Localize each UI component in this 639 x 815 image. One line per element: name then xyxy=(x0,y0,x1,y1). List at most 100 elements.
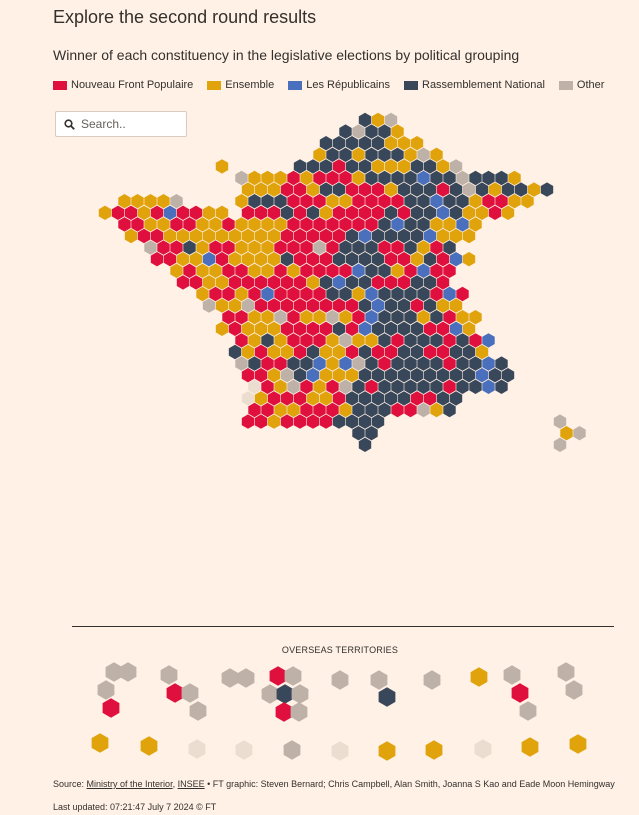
constituency-hex-rn[interactable] xyxy=(378,286,391,302)
constituency-hex-nfp[interactable] xyxy=(274,263,287,278)
constituency-hex-pending[interactable] xyxy=(331,741,349,761)
constituency-hex-republicains[interactable] xyxy=(417,263,430,278)
constituency-hex-rn[interactable] xyxy=(417,217,430,232)
constituency-hex-rn[interactable] xyxy=(404,170,417,186)
constituency-hex-ensemble[interactable] xyxy=(488,182,502,197)
constituency-hex-republicains[interactable] xyxy=(365,286,378,302)
constituency-hex-rn[interactable] xyxy=(384,228,398,244)
constituency-hex-nfp[interactable] xyxy=(267,205,281,220)
constituency-hex-ensemble[interactable] xyxy=(521,737,539,757)
constituency-hex-other[interactable] xyxy=(553,437,567,452)
constituency-hex-nfp[interactable] xyxy=(511,683,529,703)
constituency-hex-nfp[interactable] xyxy=(404,263,417,278)
constituency-hex-nfp[interactable] xyxy=(300,286,313,302)
constituency-hex-rn[interactable] xyxy=(293,159,307,174)
constituency-hex-nfp[interactable] xyxy=(222,310,235,325)
constituency-hex-nfp[interactable] xyxy=(306,298,320,313)
constituency-hex-rn[interactable] xyxy=(430,310,443,325)
constituency-hex-nfp[interactable] xyxy=(391,194,404,209)
constituency-hex-nfp[interactable] xyxy=(131,217,144,232)
constituency-hex-ensemble[interactable] xyxy=(397,159,411,174)
constituency-hex-nfp[interactable] xyxy=(319,414,333,429)
constituency-hex-rn[interactable] xyxy=(410,182,424,197)
constituency-hex-ensemble[interactable] xyxy=(196,240,209,255)
constituency-hex-rn[interactable] xyxy=(391,356,404,371)
constituency-hex-nfp[interactable] xyxy=(404,402,417,418)
constituency-hex-rn[interactable] xyxy=(378,333,391,348)
constituency-hex-ensemble[interactable] xyxy=(254,391,268,406)
constituency-hex-ensemble[interactable] xyxy=(417,310,430,325)
constituency-hex-nfp[interactable] xyxy=(183,217,196,232)
constituency-hex-rn[interactable] xyxy=(365,147,378,162)
constituency-hex-rn[interactable] xyxy=(417,379,430,394)
constituency-hex-ensemble[interactable] xyxy=(215,275,229,290)
constituency-hex-republicains[interactable] xyxy=(449,321,463,336)
constituency-hex-ensemble[interactable] xyxy=(196,263,209,278)
constituency-hex-rn[interactable] xyxy=(423,368,437,383)
constituency-hex-rn[interactable] xyxy=(404,379,417,394)
constituency-hex-ensemble[interactable] xyxy=(443,217,456,232)
constituency-hex-nfp[interactable] xyxy=(365,217,378,232)
constituency-hex-nfp[interactable] xyxy=(469,333,482,348)
constituency-hex-rn[interactable] xyxy=(384,368,398,383)
constituency-hex-rn[interactable] xyxy=(430,379,443,394)
constituency-hex-nfp[interactable] xyxy=(300,240,313,255)
constituency-hex-ensemble[interactable] xyxy=(287,402,300,418)
constituency-hex-nfp[interactable] xyxy=(280,414,294,429)
constituency-hex-nfp[interactable] xyxy=(358,182,372,197)
constituency-hex-nfp[interactable] xyxy=(313,217,326,232)
constituency-hex-rn[interactable] xyxy=(352,379,365,394)
constituency-hex-ensemble[interactable] xyxy=(430,402,443,418)
constituency-hex-rn[interactable] xyxy=(417,333,430,348)
constituency-hex-nfp[interactable] xyxy=(183,263,196,278)
constituency-hex-rn[interactable] xyxy=(404,194,417,209)
constituency-hex-ensemble[interactable] xyxy=(462,228,476,244)
constituency-hex-other[interactable] xyxy=(280,368,294,383)
constituency-hex-republicains[interactable] xyxy=(482,356,495,371)
constituency-hex-nfp[interactable] xyxy=(300,217,313,232)
constituency-hex-rn[interactable] xyxy=(404,217,417,232)
constituency-hex-nfp[interactable] xyxy=(456,286,469,302)
constituency-hex-nfp[interactable] xyxy=(371,182,385,197)
constituency-hex-republicains[interactable] xyxy=(339,356,352,371)
constituency-hex-nfp[interactable] xyxy=(293,414,307,429)
constituency-hex-other[interactable] xyxy=(290,702,308,722)
constituency-hex-rn[interactable] xyxy=(358,414,372,429)
constituency-hex-ensemble[interactable] xyxy=(228,252,242,267)
constituency-hex-rn[interactable] xyxy=(371,321,385,336)
constituency-hex-ensemble[interactable] xyxy=(280,344,294,360)
constituency-hex-ensemble[interactable] xyxy=(267,414,281,429)
constituency-hex-nfp[interactable] xyxy=(384,344,398,360)
constituency-hex-ensemble[interactable] xyxy=(254,252,268,267)
constituency-hex-rn[interactable] xyxy=(339,124,352,139)
constituency-hex-other[interactable] xyxy=(417,147,430,162)
constituency-hex-rn[interactable] xyxy=(339,240,352,255)
constituency-hex-ensemble[interactable] xyxy=(456,310,469,325)
constituency-hex-ensemble[interactable] xyxy=(196,286,209,302)
constituency-hex-nfp[interactable] xyxy=(430,263,443,278)
constituency-hex-ensemble[interactable] xyxy=(241,182,255,197)
constituency-hex-nfp[interactable] xyxy=(293,275,307,290)
constituency-hex-rn[interactable] xyxy=(261,194,274,209)
constituency-hex-ensemble[interactable] xyxy=(306,391,320,406)
constituency-hex-rn[interactable] xyxy=(287,356,300,371)
constituency-hex-ensemble[interactable] xyxy=(300,310,313,325)
constituency-hex-ensemble[interactable] xyxy=(228,298,242,313)
constituency-hex-rn[interactable] xyxy=(449,205,463,220)
constituency-hex-rn[interactable] xyxy=(443,240,456,255)
constituency-hex-ensemble[interactable] xyxy=(248,263,261,278)
constituency-hex-nfp[interactable] xyxy=(306,414,320,429)
constituency-hex-ensemble[interactable] xyxy=(241,321,255,336)
constituency-hex-ensemble[interactable] xyxy=(274,402,287,418)
constituency-hex-nfp[interactable] xyxy=(332,391,346,406)
constituency-hex-nfp[interactable] xyxy=(176,205,190,220)
constituency-hex-rn[interactable] xyxy=(280,252,294,267)
constituency-hex-other[interactable] xyxy=(283,740,301,760)
constituency-hex-nfp[interactable] xyxy=(287,170,300,186)
constituency-hex-republicains[interactable] xyxy=(456,217,469,232)
constituency-hex-ensemble[interactable] xyxy=(352,170,365,186)
constituency-hex-rn[interactable] xyxy=(404,310,417,325)
constituency-hex-republicains[interactable] xyxy=(475,368,489,383)
constituency-hex-ensemble[interactable] xyxy=(462,205,476,220)
constituency-hex-ensemble[interactable] xyxy=(384,159,398,174)
